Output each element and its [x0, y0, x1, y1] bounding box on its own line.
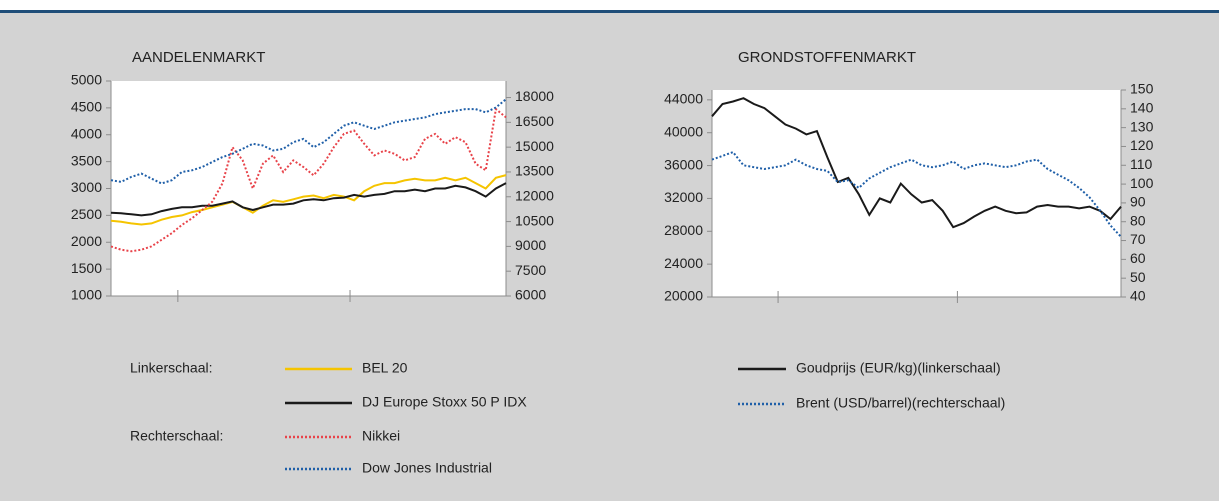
series-line [711, 150, 1122, 238]
plot-area [712, 90, 1121, 297]
legend-label: BEL 20 [362, 360, 408, 376]
y2-tick-label: 130 [1130, 118, 1154, 134]
y2-tick-label: 7500 [515, 262, 546, 278]
y2-tick-label: 15000 [515, 138, 554, 154]
y2-tick-label: 70 [1130, 231, 1146, 247]
legend-label: Brent (USD/barrel)(rechterschaal) [796, 395, 1005, 411]
y-tick-label: 4500 [71, 99, 102, 115]
y2-tick-label: 90 [1130, 194, 1146, 210]
y2-tick-label: 16500 [515, 113, 554, 129]
series-line [110, 107, 507, 253]
legend-group-label: Linkerschaal: [130, 360, 213, 376]
y-tick-label: 3500 [71, 152, 102, 168]
legend-label: Dow Jones Industrial [362, 460, 492, 476]
y2-tick-label: 140 [1130, 100, 1154, 116]
y-tick-label: 1500 [71, 260, 102, 276]
legend-label: Goudprijs (EUR/kg)(linkerschaal) [796, 360, 1001, 376]
series-line [110, 182, 507, 217]
y-tick-label: 3000 [71, 179, 102, 195]
y2-tick-label: 10500 [515, 212, 554, 228]
y-tick-label: 44000 [664, 91, 703, 107]
y2-tick-label: 12000 [515, 187, 554, 203]
y2-tick-label: 150 [1130, 81, 1154, 97]
chart-title: GRONDSTOFFENMARKT [738, 49, 916, 66]
y-tick-label: 20000 [664, 288, 703, 304]
y-tick-label: 32000 [664, 189, 703, 205]
series-line [110, 174, 507, 226]
top-rule [0, 10, 1219, 13]
y2-tick-label: 18000 [515, 88, 554, 104]
y2-tick-label: 9000 [515, 237, 546, 253]
y2-tick-label: 110 [1130, 156, 1153, 172]
y-tick-label: 36000 [664, 156, 703, 172]
legend-label: DJ Europe Stoxx 50 P IDX [362, 394, 527, 410]
y-tick-label: 2000 [71, 233, 102, 249]
y-tick-label: 24000 [664, 255, 703, 271]
y2-tick-label: 50 [1130, 269, 1146, 285]
series-line [110, 98, 507, 185]
y-tick-label: 5000 [71, 72, 102, 88]
y-tick-label: 2500 [71, 206, 102, 222]
y2-tick-label: 6000 [515, 287, 546, 303]
y2-tick-label: 40 [1130, 288, 1146, 304]
y-tick-label: 40000 [664, 123, 703, 139]
y-tick-label: 28000 [664, 222, 703, 238]
y2-tick-label: 13500 [515, 163, 554, 179]
legend-label: Nikkei [362, 428, 400, 444]
legend-group-label: Rechterschaal: [130, 428, 223, 444]
y-tick-label: 1000 [71, 287, 102, 303]
y2-tick-label: 120 [1130, 137, 1154, 153]
y2-tick-label: 80 [1130, 212, 1146, 228]
series-line [711, 97, 1122, 229]
y2-tick-label: 100 [1130, 175, 1154, 191]
y-tick-label: 4000 [71, 125, 102, 141]
y2-tick-label: 60 [1130, 250, 1146, 266]
chart-title: AANDELENMARKT [132, 49, 265, 66]
